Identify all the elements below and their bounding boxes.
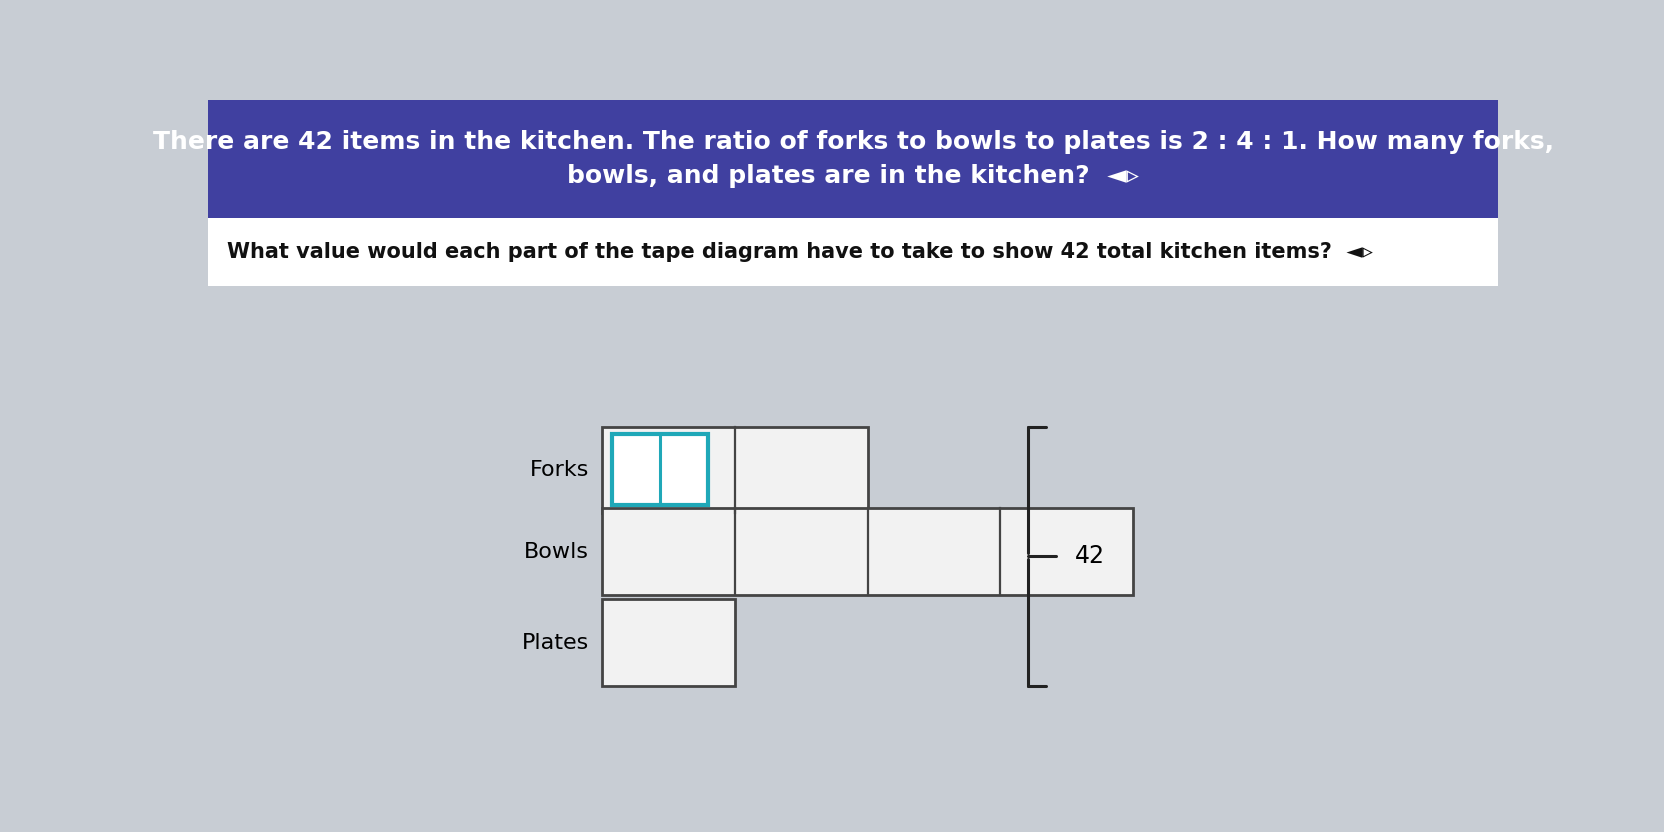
Text: What value would each part of the tape diagram have to take to show 42 total kit: What value would each part of the tape d… [228,242,1373,262]
Bar [601,508,1133,595]
Text: Forks: Forks [529,460,589,480]
Bar [612,434,707,505]
Text: Plates: Plates [521,632,589,652]
Bar [601,599,734,686]
Bar [208,218,1498,285]
Bar [601,427,867,513]
Text: Bowls: Bowls [524,542,589,562]
Bar [208,285,1498,740]
Text: 42: 42 [1075,544,1105,568]
Bar [208,100,1498,218]
Text: There are 42 items in the kitchen. The ratio of forks to bowls to plates is 2 : : There are 42 items in the kitchen. The r… [153,131,1553,188]
